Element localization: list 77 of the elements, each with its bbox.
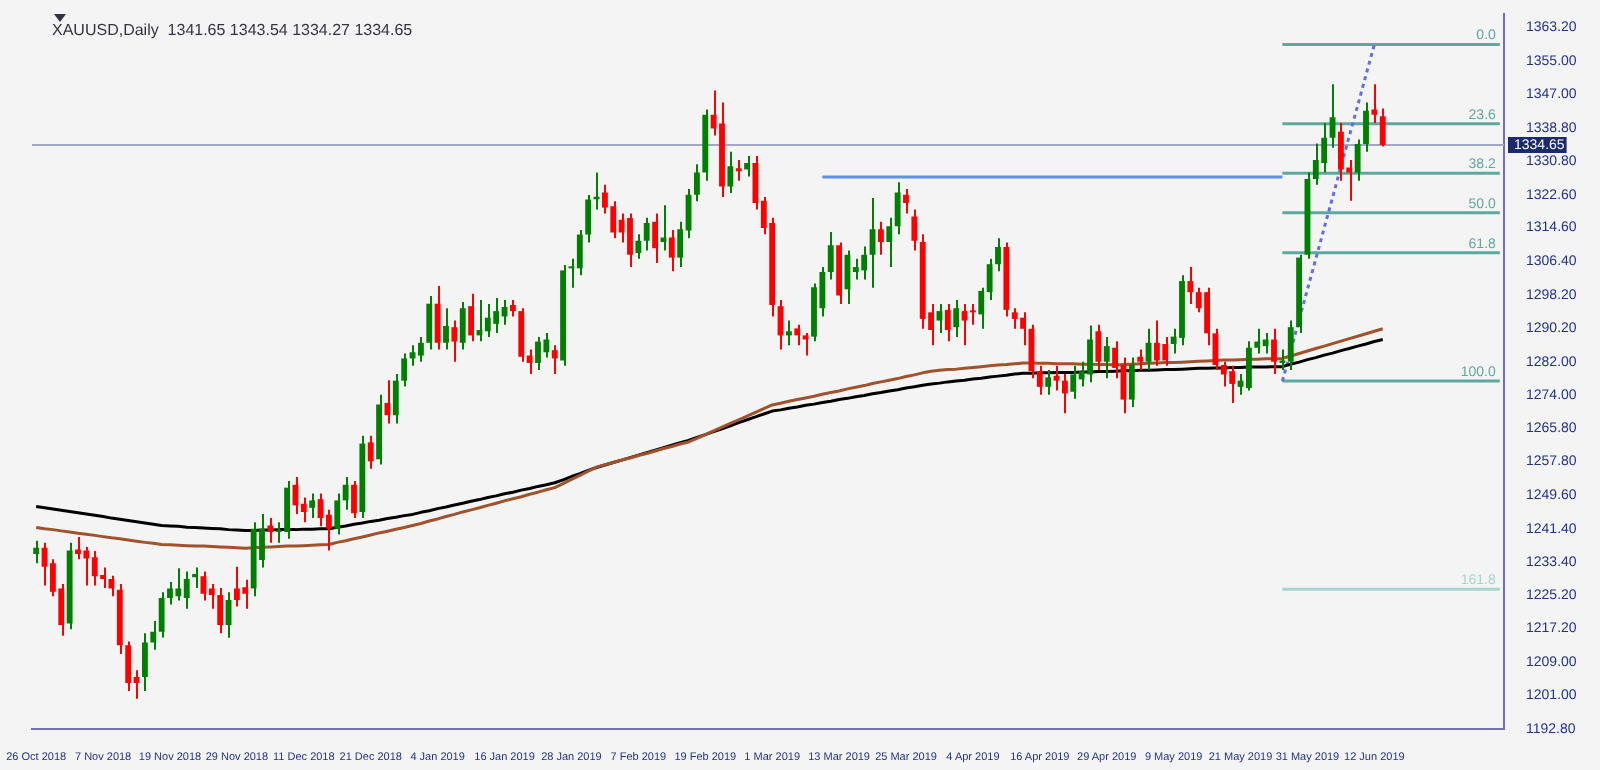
candlestick	[217, 587, 224, 635]
candlestick	[903, 187, 909, 215]
candlestick	[334, 492, 341, 536]
candlestick	[1070, 364, 1077, 400]
candlestick	[459, 301, 466, 351]
candlestick	[1128, 356, 1135, 408]
candlestick	[827, 231, 834, 281]
candlestick	[953, 299, 960, 339]
candlestick	[693, 163, 700, 203]
candlestick	[861, 245, 868, 281]
candlestick	[1371, 83, 1378, 125]
candlestick	[877, 220, 884, 256]
candlestick	[1379, 107, 1386, 148]
candlestick	[1153, 319, 1160, 367]
candlestick	[367, 434, 374, 470]
candlestick	[183, 570, 190, 610]
candlestick	[635, 233, 642, 260]
candlestick	[1162, 336, 1169, 367]
candlestick	[242, 578, 249, 610]
candlestick	[944, 303, 951, 343]
candlestick	[426, 294, 433, 351]
candlestick	[535, 336, 541, 371]
candlestick	[735, 159, 742, 182]
candlestick	[1337, 122, 1344, 182]
candlestick	[727, 150, 734, 194]
candlestick	[744, 154, 751, 178]
candlestick	[936, 303, 943, 334]
candlestick	[192, 566, 199, 590]
candlestick	[961, 303, 968, 347]
candlestick	[1229, 364, 1236, 404]
candlestick	[1245, 340, 1252, 392]
candlestick	[284, 480, 291, 540]
candlestick	[83, 545, 90, 587]
candlestick	[627, 212, 633, 269]
candlestick	[233, 565, 240, 608]
candlestick	[451, 319, 458, 363]
candlestick	[75, 536, 81, 561]
candlestick	[1187, 266, 1194, 306]
text: XAUUSD,Daily 1341.65 1343.54 1334.27 1334.65	[52, 20, 414, 39]
candlestick	[969, 303, 976, 326]
candlestick	[1045, 368, 1052, 396]
line-series	[1280, 42, 1376, 383]
candlestick	[794, 323, 801, 347]
candlestick	[417, 336, 424, 363]
candlestick	[660, 204, 667, 252]
candlestick	[785, 319, 792, 347]
candlestick	[175, 567, 182, 602]
candlestick	[1103, 336, 1110, 380]
candlestick	[1287, 319, 1294, 371]
candlestick	[1011, 307, 1018, 330]
candlestick	[1061, 373, 1068, 415]
candlestick	[267, 517, 274, 544]
candlestick	[1254, 327, 1261, 355]
candlestick	[643, 216, 650, 252]
candlestick	[551, 344, 558, 376]
candlestick	[141, 632, 148, 692]
candlestick	[802, 331, 809, 357]
candlestick	[1271, 327, 1277, 376]
candlestick	[309, 492, 316, 520]
candlestick	[1262, 331, 1269, 355]
candlestick	[493, 296, 500, 334]
candlestick	[911, 208, 918, 252]
candlestick	[484, 303, 491, 339]
candlestick	[443, 307, 449, 351]
candlestick	[434, 285, 441, 351]
candlestick	[610, 200, 617, 240]
candlestick	[91, 550, 98, 587]
candlestick	[33, 539, 40, 565]
candlestick	[468, 292, 475, 343]
candlestick	[1087, 324, 1093, 384]
candlestick	[351, 480, 357, 520]
candlestick	[1137, 348, 1144, 371]
candlestick	[518, 307, 525, 363]
candlestick	[1095, 323, 1102, 371]
candlestick	[852, 257, 859, 281]
candlestick	[668, 229, 675, 273]
candlestick	[652, 212, 659, 264]
